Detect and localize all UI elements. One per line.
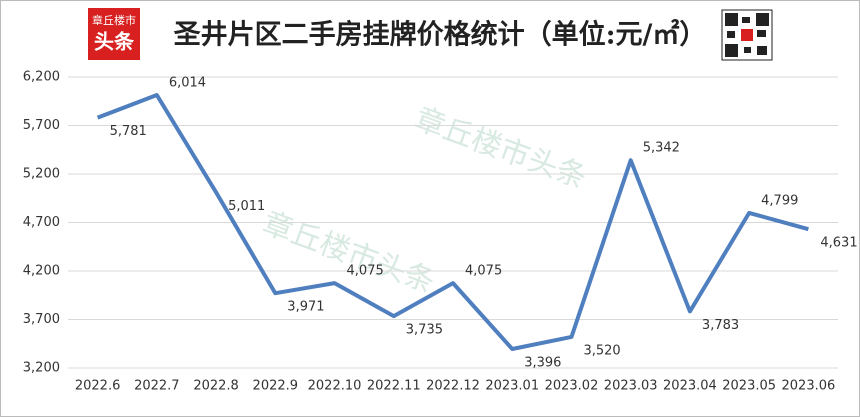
logo-box: [88, 8, 140, 60]
x-tick-label: 2023.04: [663, 379, 717, 394]
x-tick-label: 2022.7: [134, 379, 180, 394]
y-tick-label: 5,700: [23, 118, 60, 133]
x-tick-label: 2022.9: [253, 379, 299, 394]
qr-code: [721, 9, 773, 61]
y-tick-label: 5,200: [23, 167, 60, 182]
data-label: 4,799: [761, 193, 798, 208]
x-tick-label: 2022.12: [426, 379, 480, 394]
y-tick-label: 4,700: [23, 215, 60, 230]
data-label: 5,011: [228, 199, 265, 214]
data-label: 3,396: [524, 355, 561, 370]
data-label: 3,971: [287, 300, 324, 315]
x-tick-label: 2023.05: [722, 379, 776, 394]
y-tick-label: 4,200: [23, 264, 60, 279]
x-tick-label: 2022.6: [75, 379, 121, 394]
data-label: 4,631: [820, 236, 857, 251]
data-label: 5,781: [110, 124, 147, 139]
data-label: 3,520: [583, 343, 620, 358]
y-tick-label: 3,200: [23, 361, 60, 376]
data-label: 3,735: [406, 323, 443, 338]
data-label: 5,342: [643, 141, 680, 156]
x-tick-label: 2023.02: [545, 379, 599, 394]
y-tick-label: 3,700: [23, 312, 60, 327]
x-tick-label: 2023.03: [604, 379, 658, 394]
x-tick-label: 2023.01: [485, 379, 539, 394]
data-line: [96, 93, 809, 351]
x-tick-label: 2022.8: [193, 379, 239, 394]
chart-title: 圣井片区二手房挂牌价格统计（单位:元/㎡）: [174, 19, 707, 51]
x-tick-label: 2023.06: [782, 379, 836, 394]
x-tick-label: 2022.10: [308, 379, 362, 394]
data-label: 4,075: [347, 264, 384, 279]
logo-text: 章丘楼市: [92, 13, 136, 27]
data-label: 6,014: [169, 76, 206, 91]
data-label: 3,783: [702, 318, 739, 333]
x-tick-label: 2022.11: [367, 379, 421, 394]
logo-text: 头条: [94, 30, 135, 54]
data-label: 4,075: [465, 264, 502, 279]
y-tick-label: 6,200: [23, 70, 60, 85]
